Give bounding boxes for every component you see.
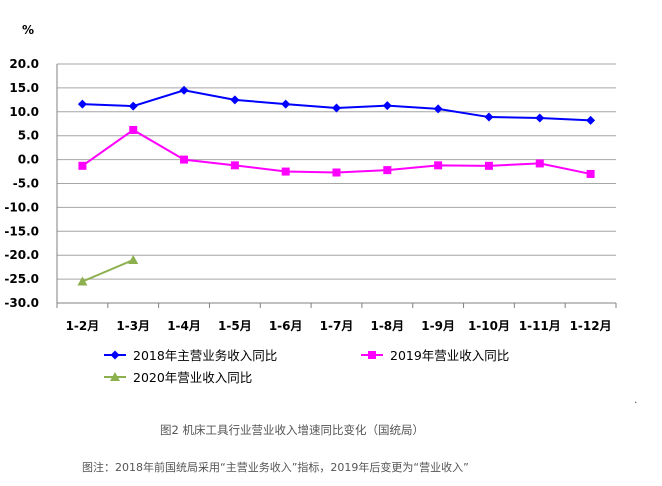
data-point — [484, 112, 494, 122]
y-unit-label: % — [22, 23, 34, 37]
legend-swatch-marker — [110, 350, 120, 360]
data-point — [434, 161, 443, 170]
data-point — [383, 166, 392, 175]
x-tick-label: 1-2月 — [66, 319, 100, 333]
stray-dot: . — [634, 393, 638, 406]
data-point — [180, 155, 189, 164]
legend-label: 2020年营业收入同比 — [133, 370, 252, 385]
x-tick-label: 1-11月 — [519, 319, 561, 333]
y-tick-label: -20.0 — [4, 248, 39, 262]
data-point — [332, 103, 341, 113]
legend-label: 2018年主营业务收入同比 — [133, 348, 277, 363]
data-point — [586, 169, 595, 178]
data-point — [179, 85, 189, 95]
data-point — [281, 167, 290, 176]
data-point — [382, 101, 392, 111]
data-point — [230, 95, 240, 105]
legend-swatch-marker — [110, 372, 120, 381]
x-tick-label: 1-6月 — [269, 319, 303, 333]
series-line — [81, 128, 591, 175]
data-point — [230, 161, 239, 170]
legend-swatch-marker — [368, 351, 376, 359]
y-tick-label: -5.0 — [13, 177, 39, 191]
x-tick-label: 1-12月 — [570, 319, 612, 333]
y-tick-label: -30.0 — [4, 296, 39, 310]
legend-item-1: 2018年主营业务收入同比 — [104, 348, 277, 363]
grid-lines — [57, 63, 616, 304]
x-tick-label: 1-8月 — [370, 319, 404, 333]
data-point — [77, 99, 87, 109]
legend-item-3: 2020年营业收入同比 — [104, 370, 252, 385]
legend: 2018年主营业务收入同比 2019年营业收入同比 2020年营业收入同比 — [104, 348, 509, 385]
data-point — [535, 113, 545, 123]
y-tick-label: 0.0 — [18, 153, 39, 167]
data-point — [484, 161, 493, 170]
x-tick-label: 1-9月 — [421, 319, 455, 333]
y-tick-labels: 20.0 15.0 10.0 5.0 0.0 -5.0 -10.0 -15.0 -20.0 -25… — [4, 57, 39, 310]
x-tick-label: 1-3月 — [116, 319, 150, 333]
x-tick-label: 1-4月 — [167, 319, 201, 333]
y-tick-label: 5.0 — [18, 129, 39, 143]
data-point — [129, 125, 138, 134]
y-tick-label: 15.0 — [9, 81, 39, 95]
x-tick-label: 1-5月 — [218, 319, 252, 333]
y-tick-label: 20.0 — [9, 57, 39, 71]
x-tick-label: 1-10月 — [468, 319, 510, 333]
y-tick-label: 10.0 — [9, 105, 39, 119]
data-point — [586, 115, 596, 125]
data-point — [78, 161, 87, 170]
figure-caption: 图2 机床工具行业营业收入增速同比变化（国统局） — [160, 423, 424, 437]
data-point — [77, 276, 88, 286]
legend-item-2: 2019年营业收入同比 — [361, 348, 509, 363]
series-3 — [77, 254, 139, 286]
y-tick-label: -10.0 — [4, 200, 39, 214]
x-tick-label: 1-7月 — [320, 319, 354, 333]
axes — [56, 64, 617, 308]
y-tick-label: -25.0 — [4, 272, 39, 286]
data-point — [535, 159, 544, 168]
data-point — [332, 168, 341, 177]
series-layer — [77, 85, 596, 286]
series-2 — [78, 125, 595, 178]
series-line — [82, 259, 134, 283]
legend-label: 2019年营业收入同比 — [390, 348, 509, 363]
data-point — [433, 104, 443, 114]
data-point — [128, 101, 138, 111]
figure-note: 图注：2018年前国统局采用“主营业务收入”指标，2019年后变更为“营业收入” — [82, 460, 469, 474]
x-tick-labels: 1-2月 1-3月 1-4月 1-5月 1-6月 1-7月 1-8月 1-9月 1-10月 1-1… — [66, 319, 612, 333]
data-point — [281, 99, 291, 109]
y-tick-label: -15.0 — [4, 224, 39, 238]
data-point — [128, 254, 139, 264]
series-1 — [77, 85, 596, 125]
